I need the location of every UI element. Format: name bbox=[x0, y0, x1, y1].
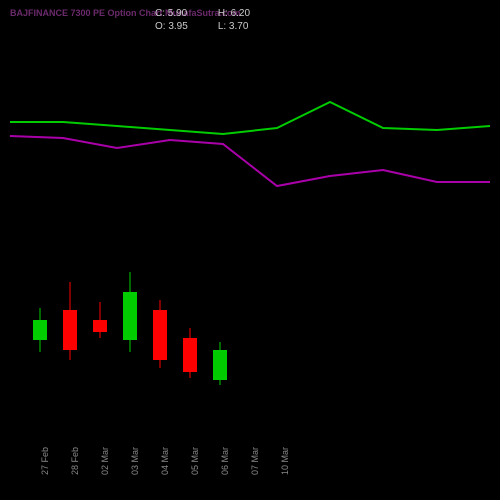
candle-body bbox=[153, 310, 167, 360]
x-axis-label: 02 Mar bbox=[100, 447, 110, 475]
candle-body bbox=[183, 338, 197, 372]
chart-svg bbox=[10, 40, 490, 420]
candle-body bbox=[33, 320, 47, 340]
x-axis-label: 03 Mar bbox=[130, 447, 140, 475]
x-axis-label: 10 Mar bbox=[280, 447, 290, 475]
candle-body bbox=[123, 292, 137, 340]
line-series bbox=[10, 102, 490, 134]
x-axis-label: 06 Mar bbox=[220, 447, 230, 475]
chart-area bbox=[10, 40, 490, 420]
x-axis-label: 28 Feb bbox=[70, 447, 80, 475]
open-value: O: 3.95 bbox=[155, 21, 188, 32]
candle-body bbox=[213, 350, 227, 380]
x-axis-label: 27 Feb bbox=[40, 447, 50, 475]
x-axis-label: 04 Mar bbox=[160, 447, 170, 475]
x-axis-label: 07 Mar bbox=[250, 447, 260, 475]
high-value: H: 6.20 bbox=[218, 8, 250, 19]
low-value: L: 3.70 bbox=[218, 21, 250, 32]
x-axis-labels: 27 Feb 28 Feb 02 Mar 03 Mar 04 Mar 05 Mar 06 M… bbox=[10, 420, 490, 490]
x-axis-label: 05 Mar bbox=[190, 447, 200, 475]
ohlc-display: C: 5.90 O: 3.95 H: 6.20 L: 3.70 bbox=[155, 8, 250, 32]
candle-body bbox=[63, 310, 77, 350]
line-series bbox=[10, 136, 490, 186]
candle-body bbox=[93, 320, 107, 332]
close-value: C: 5.90 bbox=[155, 8, 188, 19]
